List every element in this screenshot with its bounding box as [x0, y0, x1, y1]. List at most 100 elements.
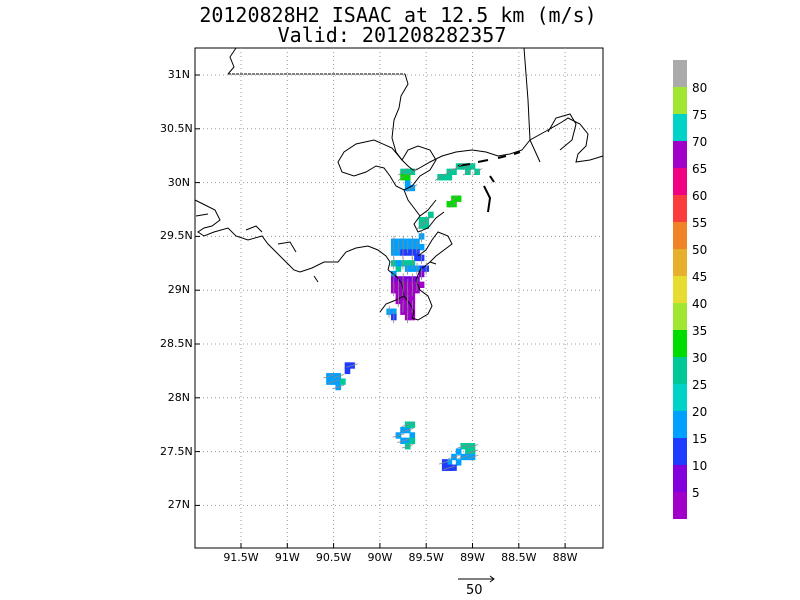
colorbar-label: 75: [692, 108, 708, 122]
wind-vector: [327, 379, 340, 384]
breton-coast: [403, 189, 421, 217]
lat-label: 30.5N: [160, 121, 193, 135]
colorbar-swatch: [673, 465, 687, 492]
ms-al-border: [523, 47, 541, 163]
colorbar: [673, 60, 687, 519]
colorbar-swatch: [673, 141, 687, 168]
coastal-marsh: [195, 213, 319, 283]
reference-vector-label: 50: [466, 583, 483, 598]
wind-cell: [455, 195, 462, 202]
colorbar-label: 50: [692, 243, 708, 257]
wind-cells: [326, 163, 480, 471]
wind-cell: [446, 174, 453, 181]
lon-label: 90W: [367, 551, 393, 564]
lon-label: 88.5W: [501, 551, 537, 564]
wind-vector: [444, 168, 455, 176]
wind-vector: [462, 162, 474, 171]
colorbar-label: 35: [692, 324, 708, 338]
wind-cell: [326, 378, 332, 385]
wind-vector: [401, 422, 414, 427]
wind-cell: [409, 421, 416, 428]
wind-vector: [466, 449, 479, 454]
wind-cell: [404, 168, 411, 176]
wind-vector: [466, 444, 479, 449]
colorbar-label: 70: [692, 135, 708, 149]
wind-vector: [434, 173, 446, 181]
gulf-coast-east: [415, 117, 604, 171]
colorbar-label: 45: [692, 270, 708, 284]
lon-label: 90.5W: [315, 551, 352, 564]
colorbar-swatch: [673, 60, 687, 87]
wind-cell: [465, 453, 471, 461]
colorbar-swatch: [673, 330, 687, 357]
wind-cell: [451, 168, 457, 176]
wind-vector: [466, 454, 479, 460]
wind-cell: [409, 432, 416, 439]
wind-cell: [404, 174, 411, 181]
wind-cell: [446, 459, 453, 466]
wind-cell: [455, 459, 462, 466]
wind-vector: [397, 168, 409, 176]
wind-cell: [465, 448, 471, 455]
colorbar-label: 30: [692, 351, 708, 365]
lon-label: 88W: [552, 551, 578, 564]
louisiana-coast: [194, 199, 391, 273]
wind-cell: [335, 378, 342, 385]
wind-vector: [438, 460, 451, 465]
wind-vector: [401, 444, 414, 449]
colorbar-label: 65: [692, 162, 708, 176]
wind-cell: [409, 437, 416, 445]
colorbar-label: 25: [692, 378, 708, 392]
colorbar-label: 80: [692, 81, 708, 95]
colorbar-swatch: [673, 87, 687, 114]
wind-vector: [453, 162, 464, 171]
wind-vector: [462, 168, 474, 176]
colorbar-label: 40: [692, 297, 708, 311]
map-frame: [194, 47, 604, 549]
wind-cell: [418, 281, 425, 289]
wind-cell: [446, 200, 453, 208]
wind-vector: [448, 195, 460, 203]
wind-vector: [397, 173, 409, 181]
colorbar-swatch: [673, 195, 687, 222]
colorbar-label: 60: [692, 189, 708, 203]
wind-vector: [416, 221, 427, 230]
lat-label: 30N: [167, 175, 190, 189]
colorbar-label: 55: [692, 216, 708, 230]
colorbar-swatch: [673, 276, 687, 303]
colorbar-swatch: [673, 411, 687, 438]
colorbar-label: 20: [692, 405, 708, 419]
wind-cell: [428, 211, 434, 219]
wind-vector: [332, 374, 345, 379]
lat-label: 29.5N: [160, 229, 193, 243]
wind-cell: [441, 464, 448, 471]
wind-vector: [448, 454, 460, 460]
colorbar-swatch: [673, 357, 687, 384]
lat-label: 27N: [167, 498, 190, 512]
lon-label: 91.5W: [223, 551, 259, 564]
wind-vector: [407, 184, 418, 192]
wind-vector: [443, 465, 456, 470]
lon-label: 89W: [460, 551, 485, 564]
map-gridlines: [195, 48, 603, 548]
wind-vector: [407, 168, 418, 176]
coastline: [194, 47, 604, 321]
colorbar-swatch: [673, 438, 687, 465]
lat-label: 28N: [167, 390, 190, 404]
colorbar-swatch: [673, 492, 687, 519]
wind-vectors: [323, 162, 483, 470]
chandeleur-sound-coast: [413, 199, 445, 233]
wind-cell: [344, 367, 351, 375]
colorbar-label: 5: [692, 486, 700, 500]
lake-pontchartrain: [337, 139, 437, 191]
map-title: 20120828H2 ISAAC at 12.5 km (m/s): [199, 3, 597, 27]
lon-label: 89.5W: [408, 551, 444, 564]
wind-vector: [346, 363, 358, 368]
wind-cell: [465, 443, 471, 450]
wind-vector: [332, 384, 345, 390]
wind-vector: [397, 438, 409, 443]
mobile-bay: [547, 113, 577, 151]
wind-cell: [423, 222, 430, 229]
wind-cell: [340, 378, 346, 385]
reference-vector-head: [489, 575, 495, 583]
